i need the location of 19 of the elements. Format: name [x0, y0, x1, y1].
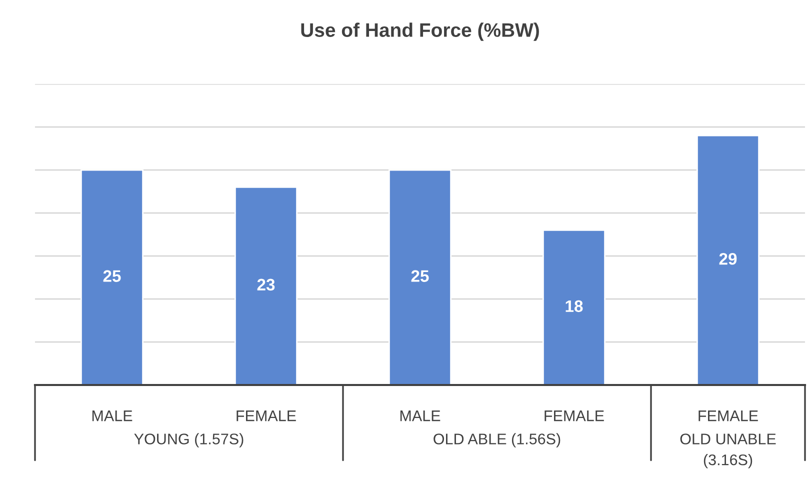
data-label: 23 [257, 278, 275, 291]
bar [234, 186, 298, 385]
x-tick-label: MALE [92, 410, 132, 422]
chart-title: Use of Hand Force (%BW) [301, 22, 539, 41]
bar [80, 169, 144, 385]
data-label: 29 [719, 252, 737, 265]
data-label: 25 [103, 270, 121, 282]
data-label: 18 [566, 300, 583, 312]
x-tick-label: FEMALE [236, 410, 296, 422]
text: YOUNG (1.57S) [134, 433, 244, 448]
x-tick-label: FEMALE [698, 410, 758, 422]
data-label: 25 [411, 270, 429, 282]
bar [542, 230, 606, 385]
text: OLD ABLE (1.56S) [434, 433, 560, 448]
x-tick-label: FEMALE [544, 410, 604, 422]
text: OLD UNABLE (3.16S) [680, 434, 776, 468]
x-tick-label: MALE [400, 410, 440, 422]
bar [388, 169, 452, 385]
bar [696, 134, 760, 385]
